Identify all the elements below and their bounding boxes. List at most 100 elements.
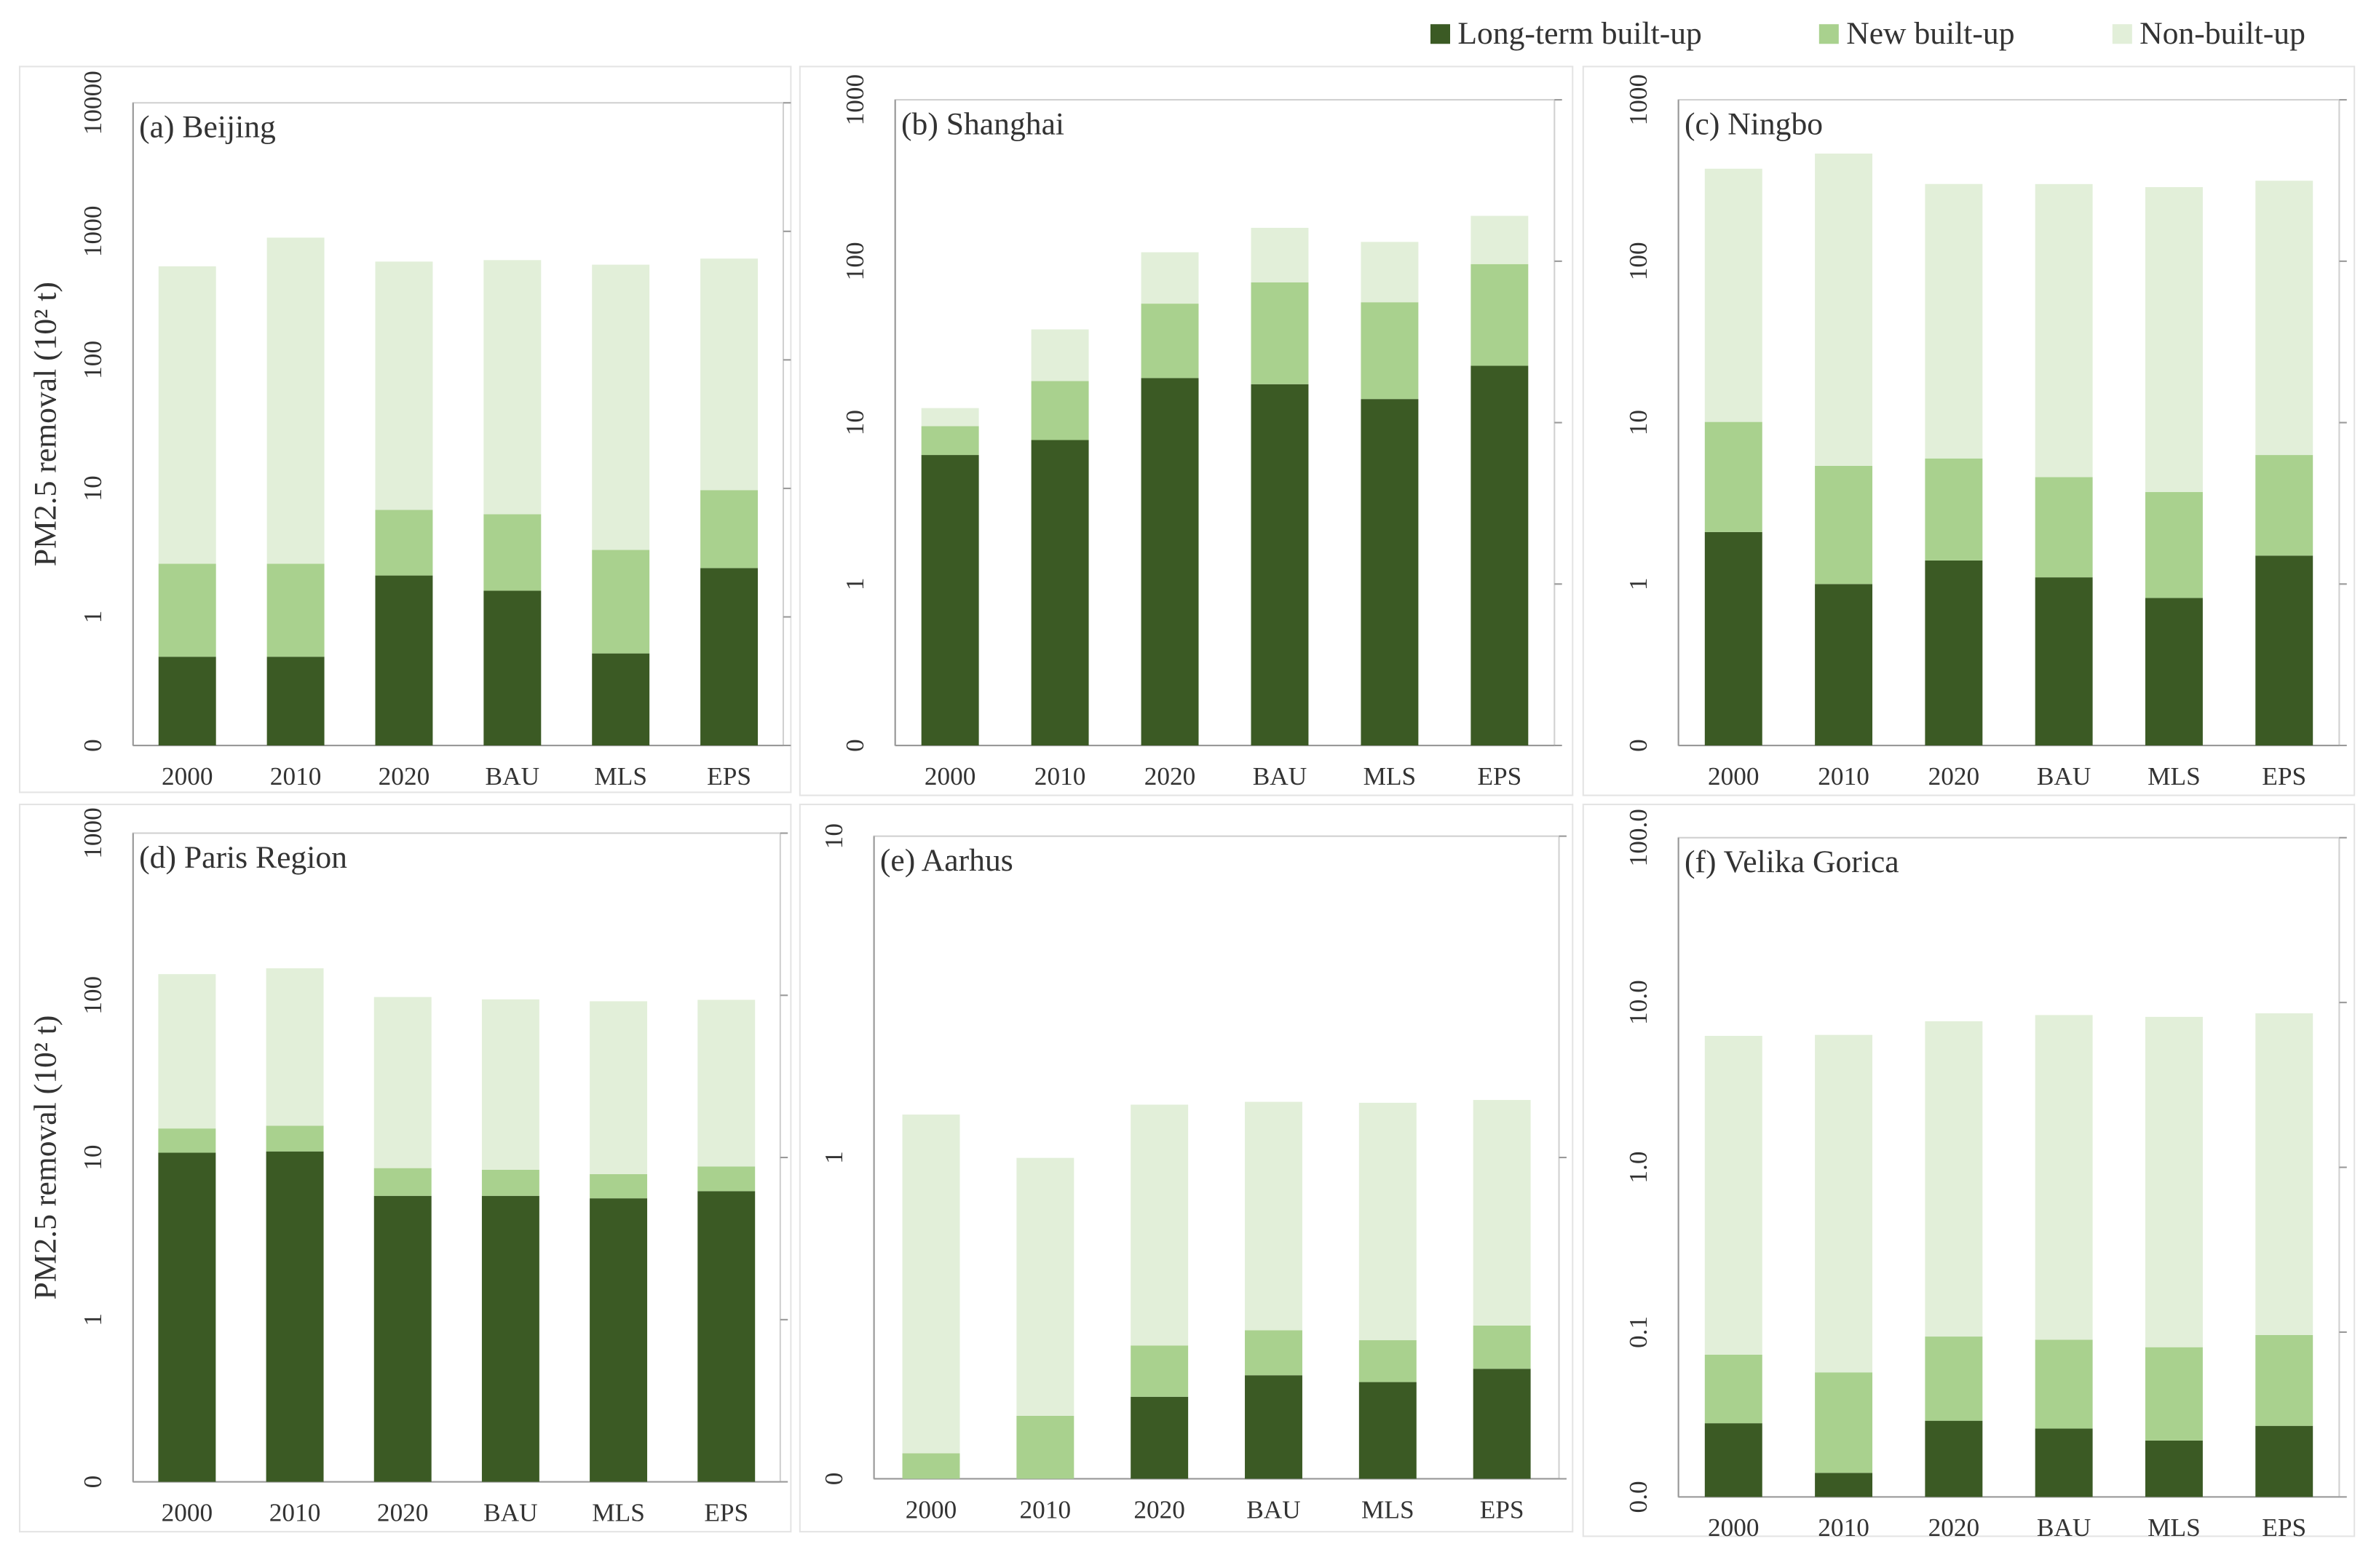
- bar-segment: [1471, 264, 1529, 366]
- bar-segment: [1925, 560, 1983, 746]
- bar-segment: [2145, 1016, 2203, 1347]
- bar-segment: [1471, 365, 1529, 746]
- bar-segment: [1031, 440, 1089, 746]
- bar-segment: [373, 1195, 432, 1482]
- bar-segment: [1245, 1375, 1302, 1479]
- bar-segment: [2255, 1425, 2313, 1497]
- panel-frame: [18, 804, 792, 1533]
- bar-segment: [158, 563, 216, 657]
- x-tick-label: 2020: [379, 762, 430, 791]
- bar-segment: [266, 563, 325, 657]
- bar-segment: [1131, 1104, 1189, 1346]
- y-tick-label: 0: [841, 739, 869, 752]
- y-tick-label: 1000: [79, 206, 107, 258]
- bar-segment: [921, 455, 979, 746]
- y-tick-label: 1000: [79, 807, 107, 859]
- x-tick-label: EPS: [707, 762, 751, 791]
- bar-segment: [1361, 242, 1419, 303]
- bar-segment: [902, 1453, 960, 1479]
- bar-segment: [1925, 1337, 1983, 1421]
- y-tick-label: 10: [79, 475, 107, 501]
- panel-frame: [799, 66, 1574, 796]
- bar-segment: [373, 997, 432, 1168]
- bar-segment: [483, 514, 542, 591]
- bar-segment: [2145, 1440, 2203, 1497]
- bar-segment: [1016, 1157, 1074, 1416]
- bar-segment: [1704, 1423, 1762, 1497]
- y-tick-label: 10: [820, 823, 848, 849]
- x-tick-label: EPS: [1477, 762, 1521, 791]
- y-tick-label: 10000: [79, 71, 107, 135]
- bar-segment: [266, 657, 325, 746]
- bar-segment: [1361, 302, 1419, 400]
- x-tick-label: 2010: [270, 762, 322, 791]
- x-tick-label: 2020: [377, 1498, 429, 1527]
- x-tick-label: 2020: [1133, 1495, 1185, 1524]
- bar-segment: [2145, 1347, 2203, 1441]
- legend-swatch: [2112, 24, 2132, 44]
- plot-frame: [132, 832, 781, 1483]
- x-tick-label: EPS: [1480, 1495, 1524, 1524]
- bar-segment: [1361, 399, 1419, 746]
- y-tick-label: 1000: [841, 74, 869, 126]
- plot-frame: [894, 99, 1556, 747]
- x-tick-label: 2020: [1928, 1513, 1980, 1542]
- y-tick-label: 100.0: [1624, 809, 1652, 866]
- bar-segment: [697, 999, 756, 1167]
- bar-segment: [1473, 1369, 1531, 1479]
- x-tick-label: 2020: [1144, 762, 1196, 791]
- chart-title: (d) Paris Region: [139, 840, 347, 875]
- panel-frame: [1582, 66, 2356, 796]
- bar-segment: [1031, 329, 1089, 381]
- x-tick-label: BAU: [2037, 762, 2091, 791]
- x-tick-label: EPS: [2262, 762, 2306, 791]
- legend-swatch: [1430, 24, 1451, 44]
- chart-title: (a) Beijing: [139, 110, 276, 145]
- x-tick-label: EPS: [704, 1498, 748, 1527]
- bar-segment: [266, 968, 324, 1126]
- panel-frame: [1582, 804, 2356, 1537]
- bar-segment: [1016, 1415, 1074, 1479]
- y-tick-label: 0: [79, 1476, 107, 1489]
- bar-segment: [1704, 1354, 1762, 1424]
- bar-segment: [1925, 458, 1983, 561]
- panel-frame: [799, 804, 1574, 1533]
- bar-segment: [158, 974, 216, 1129]
- x-tick-label: 2010: [1034, 762, 1086, 791]
- bar-segment: [1141, 252, 1199, 304]
- bar-segment: [158, 657, 216, 746]
- y-tick-label: 1000: [1624, 74, 1652, 126]
- bar-segment: [373, 1168, 432, 1196]
- chart-title: (c) Ningbo: [1685, 106, 1823, 141]
- y-tick-label: 100: [79, 976, 107, 1015]
- bar-segment: [590, 1173, 648, 1199]
- bar-segment: [1471, 215, 1529, 264]
- y-tick-label: 1: [1624, 577, 1652, 590]
- bar-segment: [2255, 455, 2313, 556]
- x-tick-label: 2020: [1928, 762, 1980, 791]
- bar-segment: [1704, 421, 1762, 532]
- bar-segment: [1815, 1473, 1873, 1497]
- bar-segment: [1031, 381, 1089, 440]
- bar-segment: [697, 1191, 756, 1482]
- plot-frame: [1677, 99, 2340, 747]
- bar-segment: [481, 999, 539, 1170]
- bar-segment: [1251, 282, 1309, 384]
- bar-segment: [2255, 181, 2313, 456]
- bar-segment: [1131, 1345, 1189, 1397]
- bar-segment: [2035, 1428, 2093, 1497]
- bar-segment: [1815, 465, 1873, 585]
- bar-segment: [266, 1151, 324, 1482]
- bar-segment: [483, 590, 542, 746]
- x-tick-label: BAU: [483, 1498, 538, 1527]
- x-tick-label: 2010: [1818, 1513, 1869, 1542]
- bar-segment: [1704, 1036, 1762, 1355]
- y-tick-label: 1: [841, 577, 869, 590]
- y-tick-label: 10: [1624, 410, 1652, 435]
- bar-segment: [1925, 1420, 1983, 1497]
- y-tick-label: 0: [820, 1473, 848, 1486]
- x-tick-label: 2010: [1020, 1495, 1072, 1524]
- bar-segment: [158, 1152, 216, 1482]
- bar-segment: [481, 1195, 539, 1482]
- bar-segment: [902, 1114, 960, 1454]
